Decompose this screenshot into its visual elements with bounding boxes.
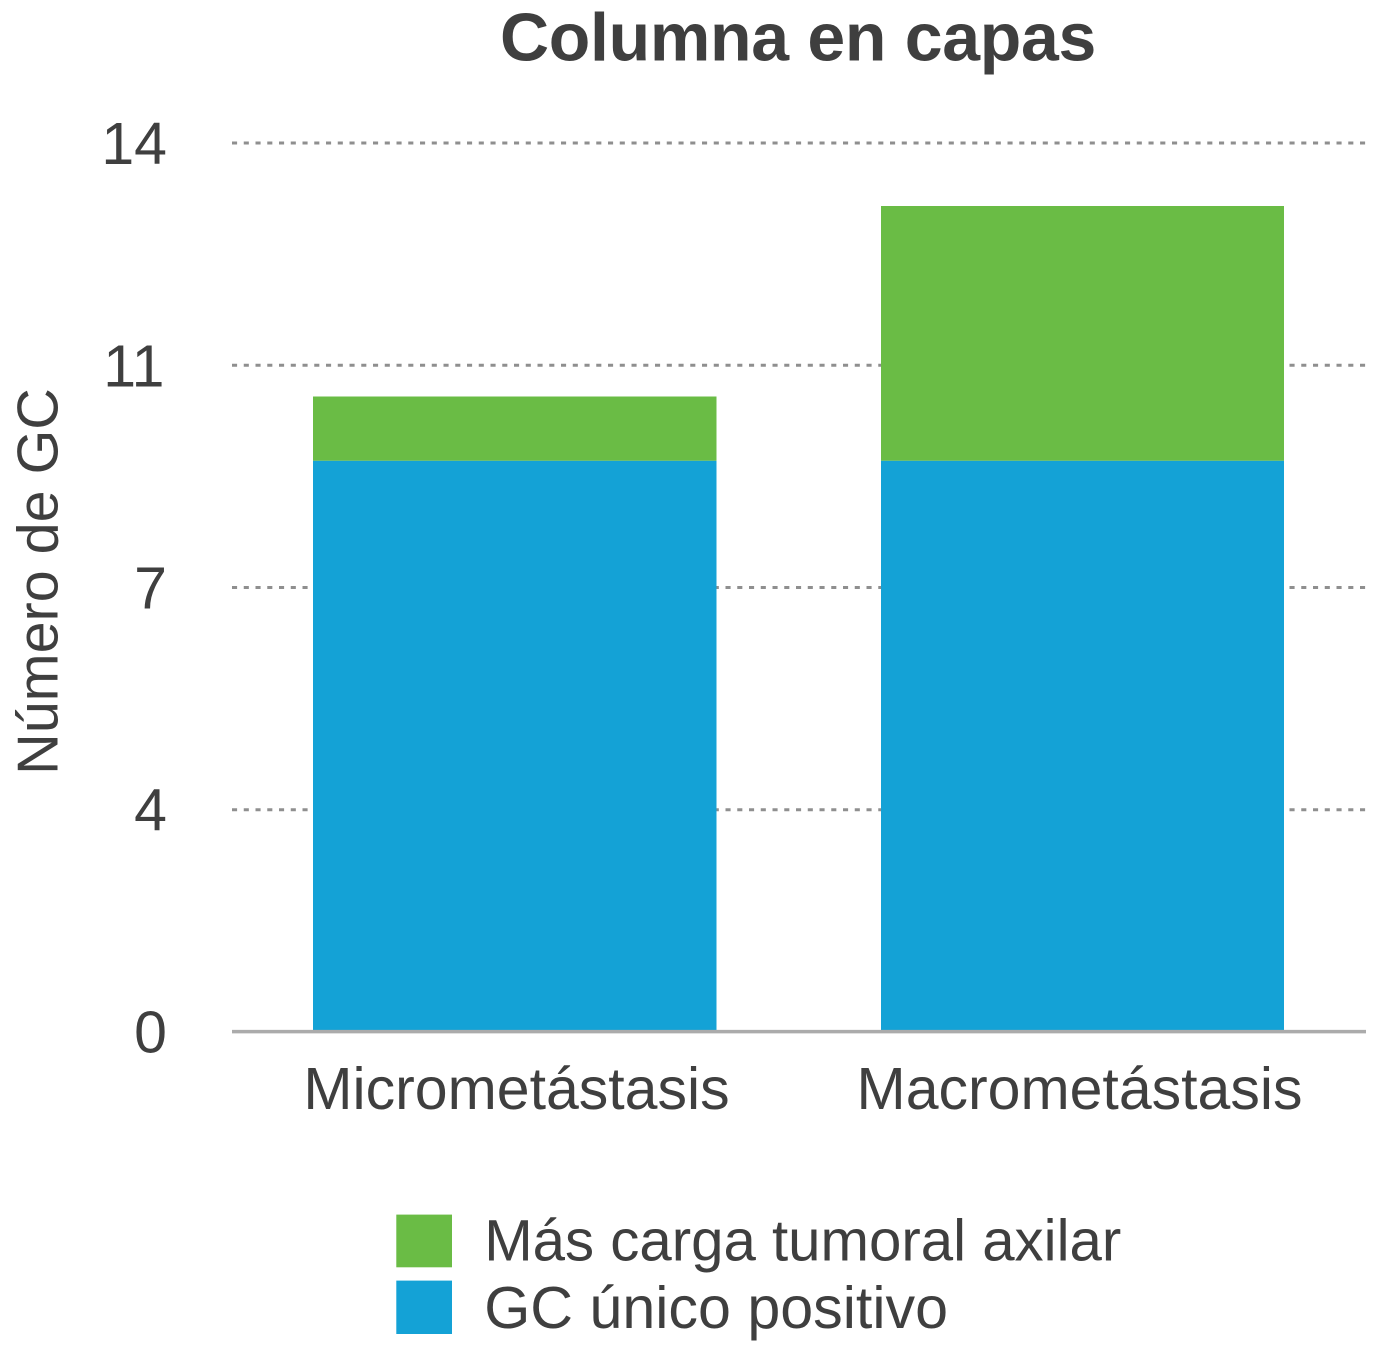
svg-text:Más carga tumoral axilar: Más carga tumoral axilar bbox=[484, 1208, 1121, 1273]
svg-text:4: 4 bbox=[134, 778, 167, 844]
svg-text:Micrometástasis: Micrometástasis bbox=[303, 1056, 729, 1122]
svg-text:11: 11 bbox=[103, 333, 164, 399]
svg-text:Macrometástasis: Macrometástasis bbox=[857, 1056, 1303, 1122]
svg-text:Número de GC: Número de GC bbox=[7, 388, 71, 775]
svg-text:Columna en capas: Columna en capas bbox=[500, 0, 1096, 76]
svg-text:14: 14 bbox=[101, 111, 167, 177]
svg-text:GC único positivo: GC único positivo bbox=[484, 1274, 948, 1341]
svg-text:7: 7 bbox=[134, 555, 167, 621]
svg-text:0: 0 bbox=[134, 1000, 167, 1066]
